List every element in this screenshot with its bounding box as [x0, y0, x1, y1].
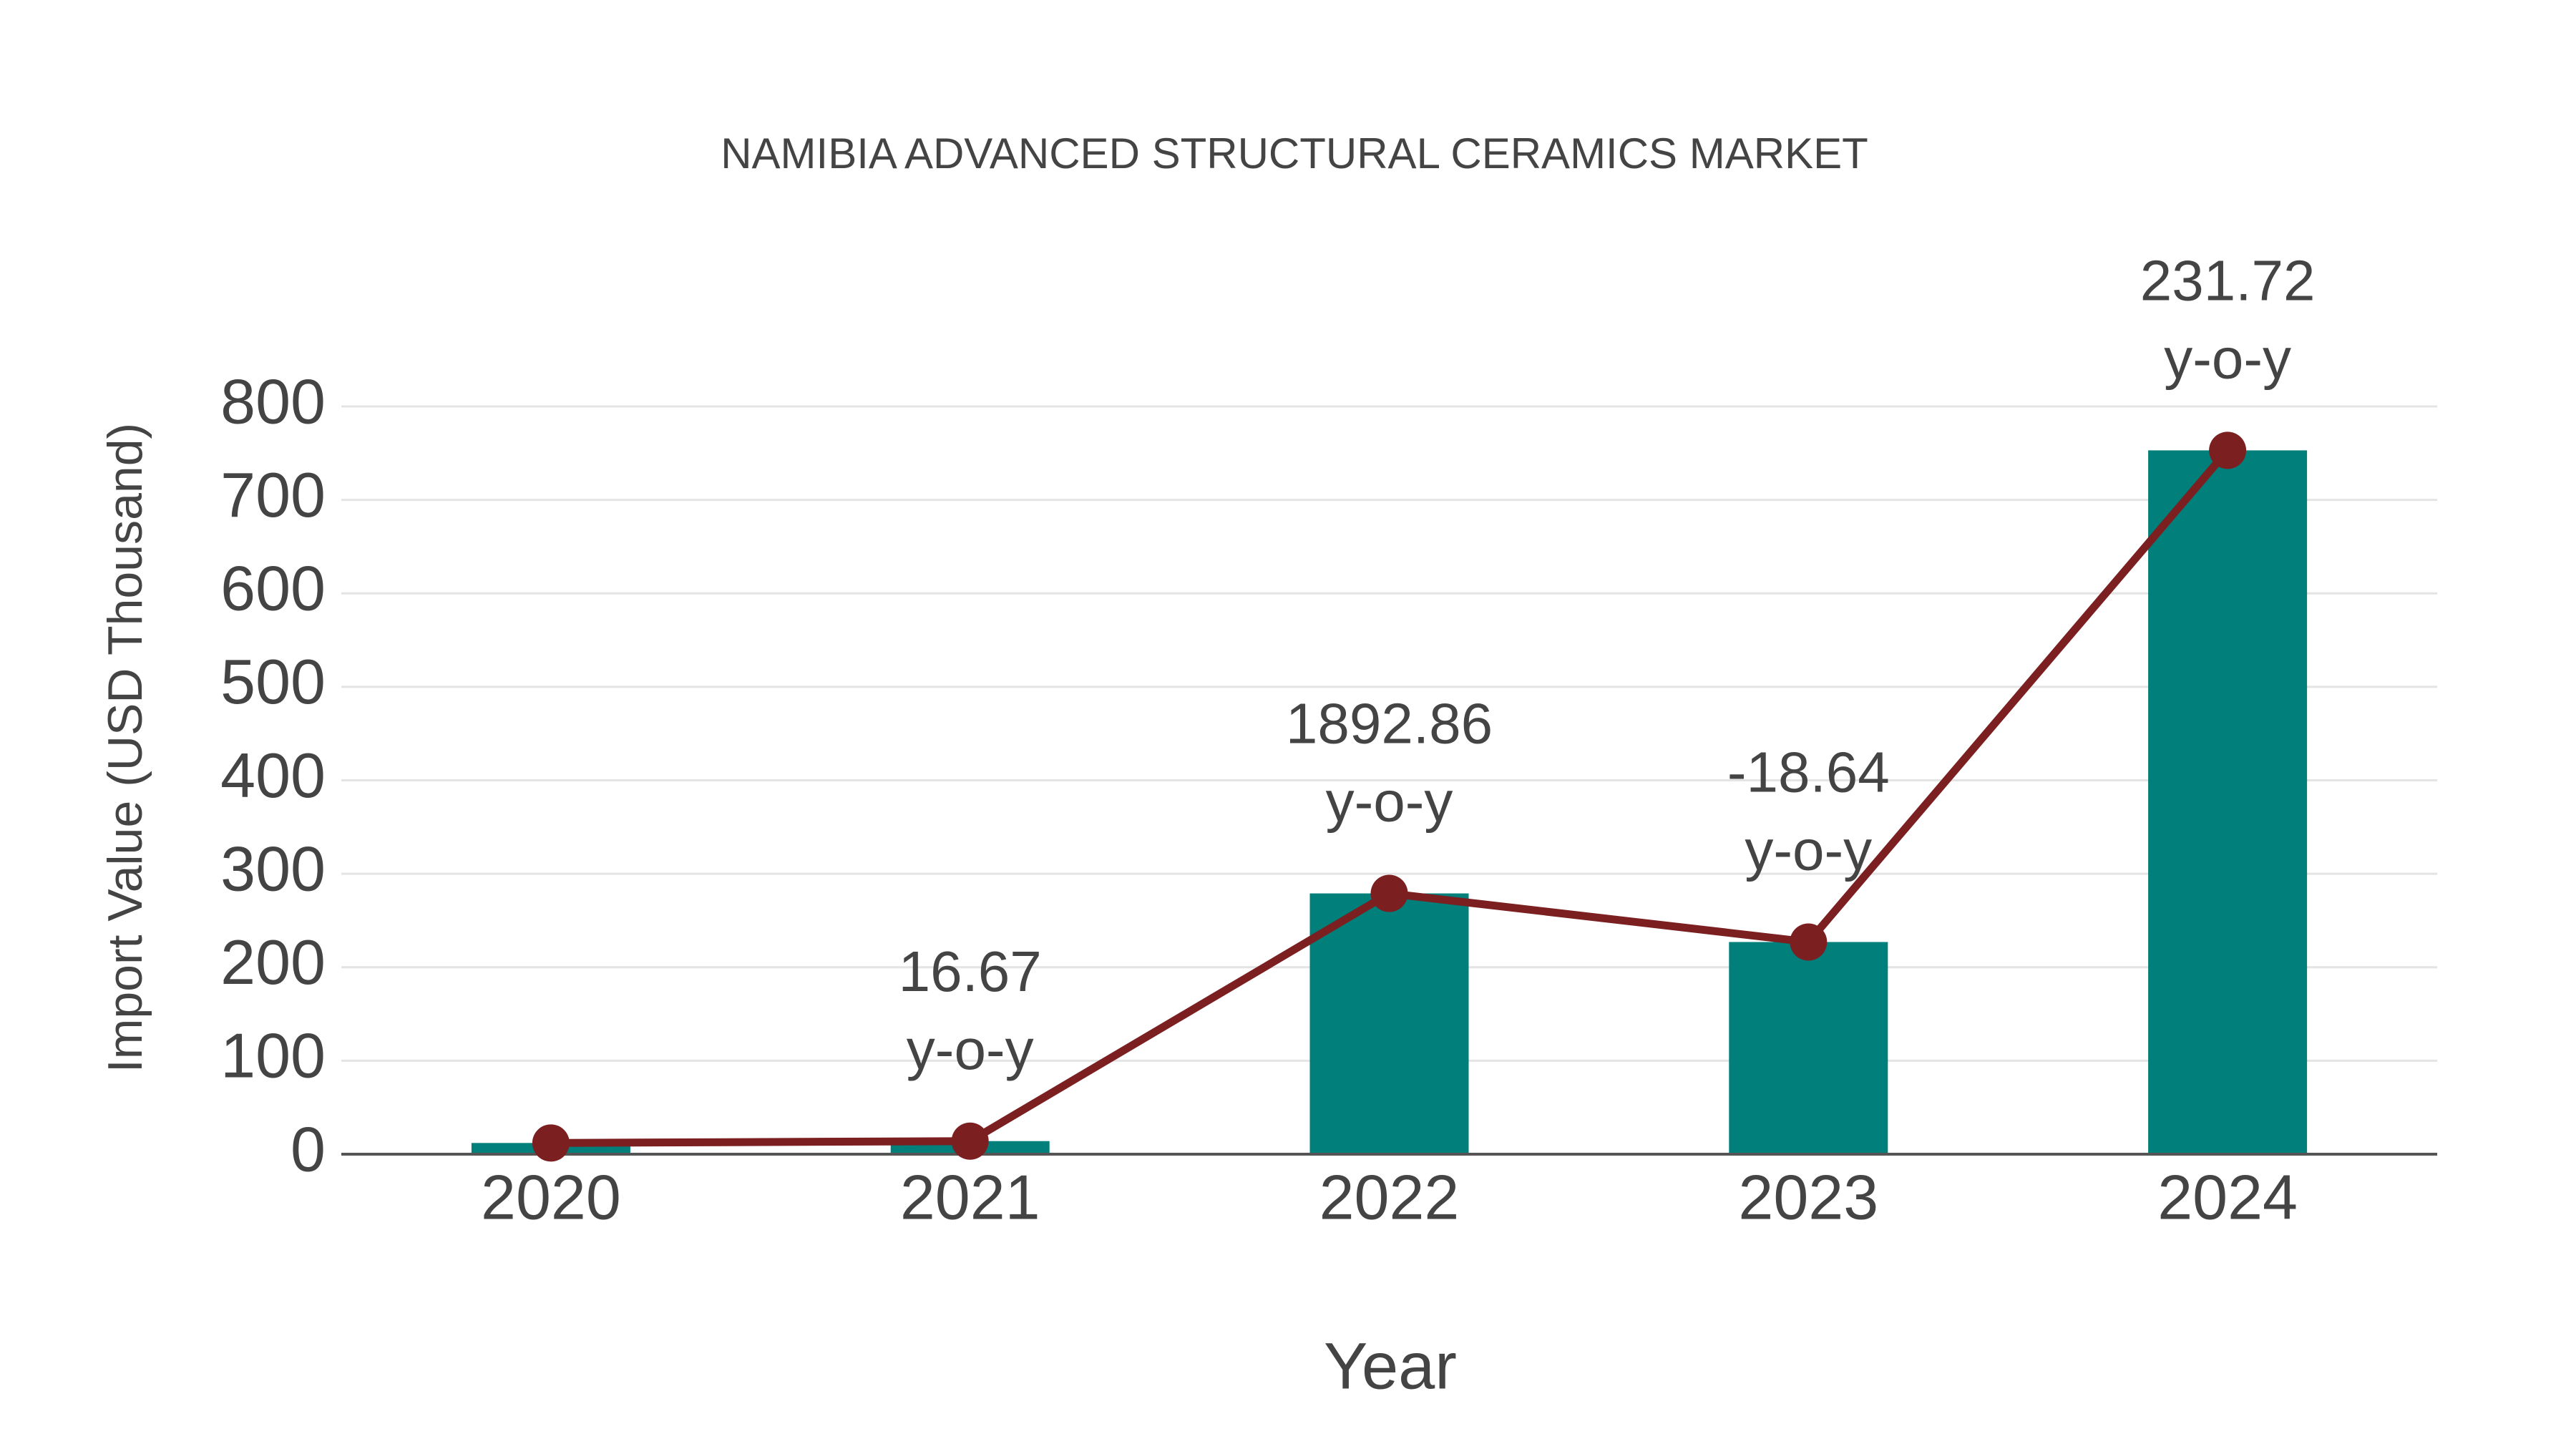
y-tick-label: 0 — [291, 1113, 326, 1184]
y-tick-label: 800 — [220, 366, 326, 436]
chart-title: NAMIBIA ADVANCED STRUCTURAL CERAMICS MAR… — [721, 130, 1868, 177]
y-tick-label: 100 — [220, 1020, 326, 1091]
y-tick-label: 400 — [220, 740, 326, 811]
y-tick-label: 300 — [220, 833, 326, 904]
x-tick-label: 2023 — [1738, 1161, 1878, 1232]
yoy-suffix-label: y-o-y — [2164, 327, 2291, 391]
yoy-value-label: 231.72 — [2140, 249, 2316, 313]
y-tick-label: 500 — [220, 646, 326, 717]
yoy-value-label: 1892.86 — [1286, 692, 1493, 756]
y-tick-label: 700 — [220, 459, 326, 530]
x-tick-label: 2022 — [1319, 1161, 1460, 1232]
trend-point-2022[interactable] — [1370, 874, 1408, 912]
trend-point-2020[interactable] — [532, 1124, 570, 1162]
yoy-value-label: -18.64 — [1727, 741, 1890, 804]
x-tick-label: 2020 — [481, 1161, 621, 1232]
bar-2022[interactable] — [1309, 893, 1469, 1154]
y-tick-label: 200 — [220, 927, 326, 997]
trend-point-2023[interactable] — [1790, 923, 1828, 961]
y-tick-label: 600 — [220, 553, 326, 624]
y-axis-label: Import Value (USD Thousand) — [98, 423, 152, 1073]
yoy-suffix-label: y-o-y — [907, 1018, 1034, 1081]
trend-point-2021[interactable] — [951, 1122, 989, 1160]
yoy-suffix-label: y-o-y — [1745, 819, 1872, 882]
x-tick-label: 2021 — [900, 1161, 1040, 1232]
yoy-value-label: 16.67 — [899, 940, 1042, 1003]
bar-2023[interactable] — [1729, 942, 1888, 1154]
yoy-suffix-label: y-o-y — [1326, 770, 1453, 834]
x-axis-label: Year — [1324, 1330, 1457, 1402]
trend-point-2024[interactable] — [2209, 431, 2247, 469]
x-tick-label: 2024 — [2157, 1161, 2298, 1232]
bar-2024[interactable] — [2148, 450, 2308, 1154]
